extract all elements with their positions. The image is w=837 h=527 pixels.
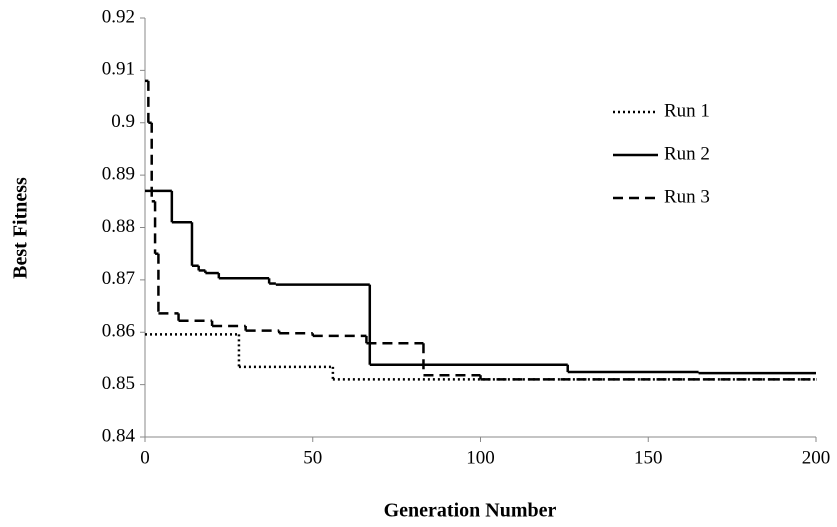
x-tick-label: 100	[466, 447, 495, 468]
y-tick-label: 0.87	[102, 268, 135, 289]
y-tick-label: 0.9	[111, 111, 135, 132]
x-tick-label: 50	[303, 447, 322, 468]
legend-label: Run 2	[664, 143, 710, 164]
y-axis-title: Best Fitness	[10, 177, 32, 279]
y-tick-label: 0.91	[102, 59, 135, 80]
x-axis-title: Generation Number	[384, 500, 557, 522]
y-tick-label: 0.86	[102, 321, 135, 342]
y-tick-label: 0.92	[102, 6, 135, 27]
x-tick-label: 0	[140, 447, 150, 468]
y-tick-label: 0.89	[102, 163, 135, 184]
x-tick-label: 150	[634, 447, 663, 468]
y-tick-label: 0.88	[102, 216, 135, 237]
legend-label: Run 1	[664, 100, 710, 121]
y-tick-label: 0.85	[102, 373, 135, 394]
x-tick-label: 200	[802, 447, 831, 468]
legend-label: Run 3	[664, 186, 710, 207]
y-tick-label: 0.84	[102, 425, 136, 446]
